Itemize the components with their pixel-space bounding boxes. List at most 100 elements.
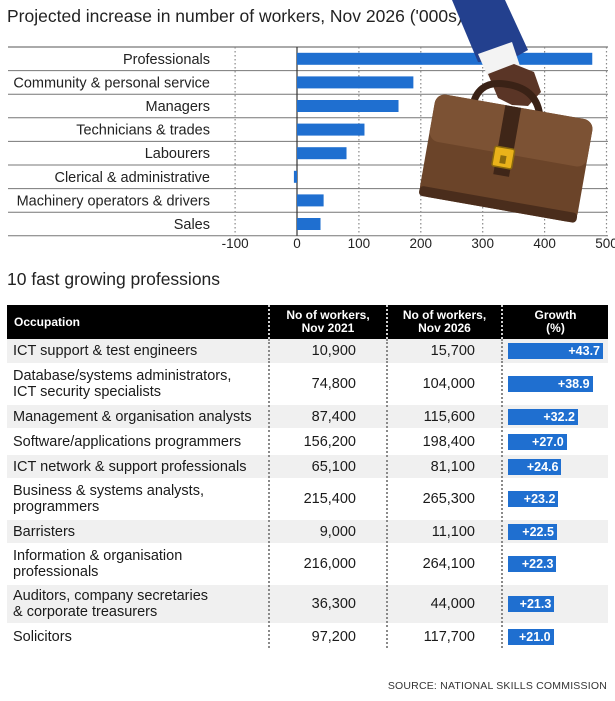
occupation-text: Database/systems administrators, (13, 368, 232, 384)
occupation-cell: Barristers (7, 519, 269, 545)
source-note: SOURCE: NATIONAL SKILLS COMMISSION (387, 680, 607, 692)
occupation-text: Management & organisation analysts (13, 408, 252, 425)
table-header-row: Occupation No of workers, Nov 2021 No of … (7, 305, 608, 339)
workers-2026-cell: 104,000 (386, 364, 502, 405)
growth-cell: +23.2 (501, 479, 608, 520)
category-label: Labourers (145, 146, 210, 162)
growth-bar: +21.0 (508, 628, 554, 645)
growth-cell: +43.7 (501, 339, 608, 365)
header-nov2026: No of workers, Nov 2026 (386, 305, 502, 339)
growth-bar: +27.0 (508, 433, 567, 450)
occupation-cell: ICT network & support professionals (7, 454, 269, 480)
table-row: Barristers 9,000 11,100 +22.5 (7, 519, 608, 545)
occupation-text: Software/applications programmers (13, 433, 242, 450)
growth-cell: +22.5 (501, 519, 608, 545)
bar (297, 147, 347, 160)
growth-cell: +27.0 (501, 429, 608, 455)
header-occupation: Occupation (7, 305, 269, 339)
growth-bar: +21.3 (508, 596, 555, 612)
workers-2021-cell: 9,000 (268, 519, 387, 545)
x-tick-label: 400 (533, 236, 556, 251)
growth-bar: +22.3 (508, 556, 557, 572)
bar (297, 123, 365, 136)
bar (297, 76, 414, 89)
workers-2026-cell: 264,100 (386, 544, 502, 585)
table-row: ICT network & support professionals 65,10… (7, 454, 608, 480)
table-row: ICT support & test engineers 10,900 15,700… (7, 339, 608, 365)
workers-2021-cell: 97,200 (268, 624, 387, 650)
table-row: Software/applications programmers 156,200… (7, 429, 608, 455)
workers-2026-cell: 198,400 (386, 429, 502, 455)
category-label: Technicians & trades (76, 123, 210, 139)
workers-2021-cell: 10,900 (268, 339, 387, 365)
growth-bar: +23.2 (508, 491, 559, 507)
table-row: Auditors, company secretaries & corporate… (7, 584, 608, 625)
occupation-text: Auditors, company secretaries (13, 588, 209, 604)
table-row: Management & organisation analysts 87,400… (7, 404, 608, 430)
growth-bar: +38.9 (508, 376, 593, 392)
bar (293, 170, 297, 183)
occupation-text: ICT network & support professionals (13, 458, 247, 475)
growth-cell: +21.0 (501, 624, 608, 650)
workers-2021-cell: 156,200 (268, 429, 387, 455)
header-nov2021: No of workers, Nov 2021 (268, 305, 387, 339)
growth-bar: +22.5 (508, 523, 557, 540)
x-tick-label: 300 (471, 236, 494, 251)
category-label: Community & personal service (13, 75, 210, 91)
category-label: Sales (174, 217, 210, 233)
x-tick-label: 200 (410, 236, 433, 251)
occupation-text: programmers (13, 499, 100, 515)
workers-2021-cell: 87,400 (268, 404, 387, 430)
occupation-cell: Auditors, company secretaries & corporate… (7, 584, 269, 625)
bar-chart: Professionals Community & personal servic… (8, 0, 615, 251)
chart-title: Projected increase in number of workers,… (7, 6, 463, 26)
workers-2026-cell: 265,300 (386, 479, 502, 520)
occupation-cell: Software/applications programmers (7, 429, 269, 455)
workers-2021-cell: 216,000 (268, 544, 387, 585)
occupation-text: ICT security specialists (13, 384, 161, 400)
occupation-cell: Information & organisation professionals (7, 544, 269, 585)
workers-2026-cell: 115,600 (386, 404, 502, 430)
occupation-text: Business & systems analysts, (13, 483, 204, 499)
workers-2026-cell: 11,100 (386, 519, 502, 545)
occupation-text: ICT support & test engineers (13, 343, 198, 359)
workers-2021-cell: 215,400 (268, 479, 387, 520)
table-row: Business & systems analysts, programmers 2… (7, 479, 608, 520)
occupation-text: Barristers (13, 523, 76, 540)
x-tick-label: 500 (595, 236, 615, 251)
growth-cell: +21.3 (501, 584, 608, 625)
category-label: Managers (146, 99, 210, 115)
growth-cell: +22.3 (501, 544, 608, 585)
occupation-text: Information & organisation (13, 548, 183, 564)
growth-cell: +32.2 (501, 404, 608, 430)
table-title: 10 fast growing professions (7, 269, 221, 289)
growth-cell: +24.6 (501, 454, 608, 480)
category-label: Clerical & administrative (54, 170, 210, 186)
workers-2026-cell: 117,700 (386, 624, 502, 650)
bar (297, 218, 321, 230)
growth-bar: +43.7 (508, 343, 603, 359)
x-tick-label: -100 (222, 236, 249, 251)
growth-bar: +24.6 (508, 458, 562, 475)
workers-2026-cell: 44,000 (386, 584, 502, 625)
occupation-cell: Database/systems administrators, ICT secu… (7, 364, 269, 405)
bar (297, 100, 399, 112)
growth-bar: +32.2 (508, 408, 578, 425)
growth-cell: +38.9 (501, 364, 608, 405)
occupation-text: & corporate treasurers (13, 604, 158, 620)
occupation-cell: Management & organisation analysts (7, 404, 269, 430)
occupation-text: Solicitors (13, 628, 72, 645)
table-row: Information & organisation professionals 2… (7, 544, 608, 585)
professions-table: Occupation No of workers, Nov 2021 No of … (7, 305, 608, 650)
workers-2026-cell: 81,100 (386, 454, 502, 480)
occupation-cell: ICT support & test engineers (7, 339, 269, 365)
bar (297, 52, 593, 65)
category-label: Professionals (123, 52, 210, 68)
table-row: Solicitors 97,200 117,700 +21.0 (7, 624, 608, 650)
workers-2026-cell: 15,700 (386, 339, 502, 365)
workers-2021-cell: 36,300 (268, 584, 387, 625)
table-row: Database/systems administrators, ICT secu… (7, 364, 608, 405)
occupation-cell: Business & systems analysts, programmers (7, 479, 269, 520)
occupation-cell: Solicitors (7, 624, 269, 650)
x-tick-label: 100 (348, 236, 371, 251)
